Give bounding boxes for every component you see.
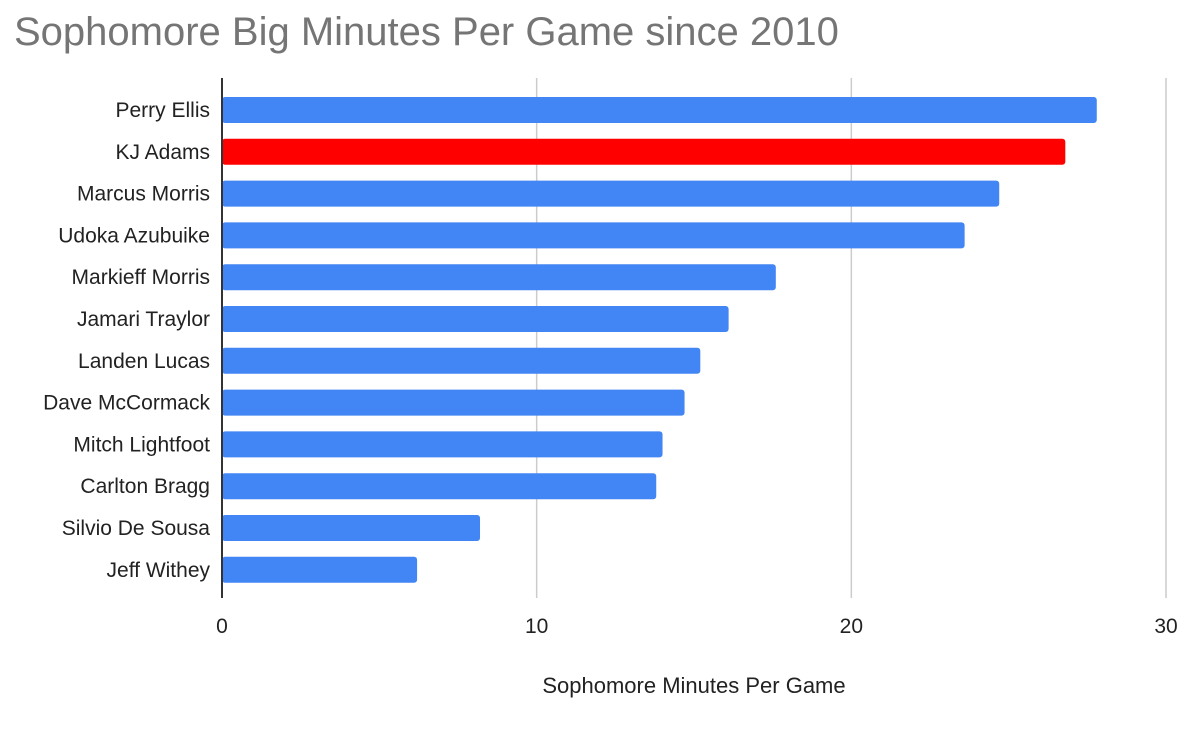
bar	[222, 264, 776, 291]
x-tick-label: 0	[216, 615, 228, 638]
bars	[222, 97, 1097, 583]
category-label: Dave McCormack	[43, 392, 210, 415]
category-label: KJ Adams	[115, 141, 210, 164]
category-label: Carlton Bragg	[80, 475, 210, 498]
category-label: Markieff Morris	[72, 266, 210, 289]
bar	[222, 556, 418, 583]
bar	[222, 222, 965, 249]
bar	[222, 347, 701, 374]
bar	[222, 138, 1066, 165]
x-tick-label: 10	[525, 615, 548, 638]
bar	[222, 431, 663, 458]
bar	[222, 389, 685, 416]
category-label: Perry Ellis	[115, 99, 210, 122]
x-tick-labels: 0 10 20 30	[216, 615, 1178, 638]
bar	[222, 97, 1097, 123]
x-axis-title: Sophomore Minutes Per Game	[542, 673, 845, 698]
chart-title: Sophomore Big Minutes Per Game since 201…	[14, 10, 839, 54]
bar	[222, 473, 657, 500]
category-label: Landen Lucas	[78, 350, 210, 373]
category-label: Jamari Traylor	[77, 308, 210, 331]
bar	[222, 306, 729, 332]
bar	[222, 180, 1000, 207]
category-labels: Perry Ellis KJ Adams Marcus Morris Udoka Az…	[43, 99, 210, 582]
category-label: Silvio De Sousa	[62, 517, 211, 540]
category-label: Mitch Lightfoot	[73, 433, 210, 456]
category-label: Marcus Morris	[77, 183, 210, 206]
bar	[222, 515, 481, 541]
x-tick-label: 20	[840, 615, 863, 638]
category-label: Udoka Azubuike	[58, 224, 210, 247]
category-label: Jeff Withey	[107, 559, 211, 582]
x-tick-label: 30	[1154, 615, 1177, 638]
